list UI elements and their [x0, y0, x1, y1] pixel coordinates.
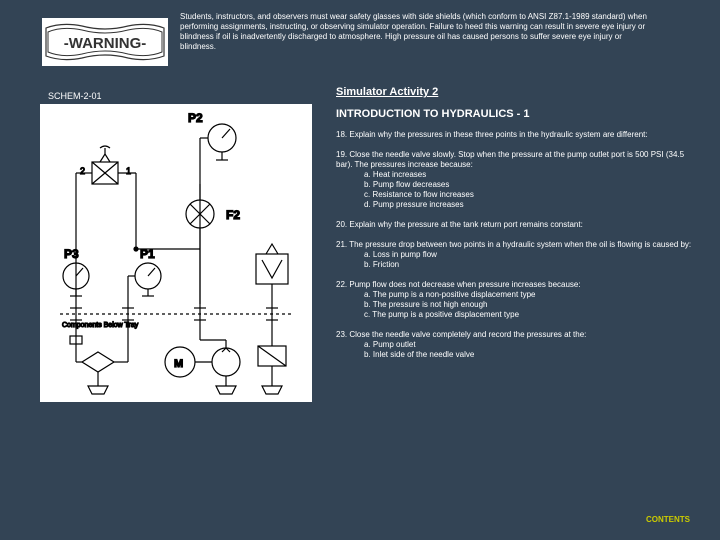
svg-text:P2: P2: [188, 111, 203, 125]
question-item: 20. Explain why the pressure at the tank…: [336, 220, 694, 230]
schematic-id: SCHEM-2-01: [48, 91, 102, 101]
intro-title: INTRODUCTION TO HYDRAULICS - 1: [336, 108, 530, 120]
svg-text:M: M: [174, 358, 183, 370]
warning-badge: -WARNING-: [42, 18, 168, 66]
question-item: 21. The pressure drop between two points…: [336, 240, 694, 270]
hydraulic-schematic: P2 2 1 F2: [40, 104, 312, 402]
warning-label-text: -WARNING-: [64, 35, 147, 52]
svg-text:Components Below Tray: Components Below Tray: [62, 322, 139, 329]
question-item: 23. Close the needle valve completely an…: [336, 330, 694, 360]
svg-text:P3: P3: [64, 247, 79, 261]
warning-body: Students, instructors, and observers mus…: [180, 12, 660, 52]
svg-text:F2: F2: [226, 208, 240, 222]
contents-link[interactable]: CONTENTS: [646, 515, 690, 524]
question-item: 22. Pump flow does not decrease when pre…: [336, 280, 694, 320]
question-item: 18. Explain why the pressures in these t…: [336, 130, 694, 140]
svg-text:1: 1: [126, 166, 131, 176]
question-item: 19. Close the needle valve slowly. Stop …: [336, 150, 694, 210]
svg-text:P1: P1: [140, 247, 155, 261]
svg-text:2: 2: [80, 166, 85, 176]
question-list: 18. Explain why the pressures in these t…: [336, 130, 694, 370]
activity-title: Simulator Activity 2: [336, 86, 438, 98]
